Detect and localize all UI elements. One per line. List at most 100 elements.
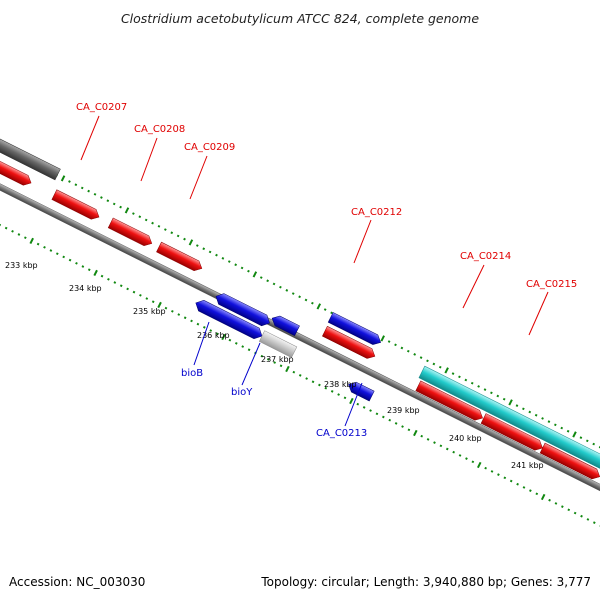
outer-minor-tick [413, 353, 417, 356]
outer-minor-tick [285, 289, 289, 292]
inner-minor-tick [241, 345, 245, 348]
inner-minor-tick [273, 361, 277, 364]
kbp-label-234: 234 kbp [69, 284, 102, 293]
outer-minor-tick [419, 356, 423, 359]
gene-label-ca-c0213[interactable]: CA_C0213 [316, 428, 367, 439]
inner-minor-tick [279, 364, 283, 368]
gene-label-ca-c0209[interactable]: CA_C0209 [184, 142, 235, 153]
inner-major-tick [157, 301, 162, 309]
inner-minor-tick [445, 447, 449, 451]
gene-label-bioy[interactable]: bioY [231, 387, 253, 398]
outer-minor-tick [585, 439, 589, 443]
outer-minor-tick [515, 404, 519, 407]
inner-minor-tick [573, 511, 577, 515]
inner-minor-tick [62, 255, 66, 259]
gene-bioy-shape [258, 330, 298, 358]
inner-minor-tick [324, 386, 328, 390]
outer-minor-tick [164, 228, 167, 231]
outer-minor-tick [458, 375, 461, 379]
outer-minor-tick [502, 397, 506, 401]
inner-minor-tick [388, 418, 392, 422]
genome-track [0, 134, 600, 528]
outer-minor-tick [119, 205, 122, 209]
outer-major-tick [380, 335, 385, 342]
inner-minor-tick [362, 406, 366, 409]
inner-minor-tick [81, 265, 85, 268]
outer-minor-tick [560, 426, 564, 430]
inner-major-tick [477, 461, 482, 469]
gene-ca-c0214-shape [415, 380, 483, 421]
inner-minor-tick [228, 338, 232, 342]
inner-minor-tick [43, 245, 46, 249]
inner-minor-tick [305, 377, 308, 380]
outer-minor-tick [534, 413, 538, 417]
outer-minor-tick [279, 285, 282, 289]
inner-minor-tick [202, 326, 206, 329]
gene-label-ca-c0208[interactable]: CA_C0208 [134, 124, 185, 135]
gene-biob-shape [195, 299, 263, 340]
outer-major-tick [316, 303, 322, 310]
inner-major-tick [540, 493, 546, 501]
outer-minor-tick [240, 266, 244, 270]
outer-minor-tick [247, 269, 250, 273]
inner-major-tick [29, 237, 34, 245]
inner-minor-tick [420, 434, 424, 438]
outer-major-tick [124, 207, 130, 214]
inner-minor-tick [17, 233, 21, 236]
inner-minor-tick [484, 466, 487, 470]
genome-title: Clostridium acetobutylicum ATCC 824, com… [121, 11, 479, 26]
outer-minor-tick [170, 231, 174, 235]
outer-minor-tick [522, 407, 525, 411]
inner-minor-tick [369, 409, 372, 412]
gene-ca-c0207-shape [51, 189, 100, 220]
genome-backbone [0, 167, 600, 512]
outer-major-tick [508, 399, 513, 406]
outer-major-tick [60, 175, 66, 182]
inner-minor-tick [503, 476, 507, 480]
inner-minor-tick [0, 223, 2, 227]
inner-minor-tick [151, 300, 155, 304]
outer-major-tick [572, 431, 577, 438]
forward-gene-partial-left [0, 157, 32, 186]
kbp-label-237: 237 kbp [261, 355, 294, 364]
kbp-label-238: 238 kbp [324, 380, 357, 389]
gene-ca-c0215-shape [480, 413, 543, 451]
kbp-label-239: 239 kbp [387, 406, 420, 415]
outer-minor-tick [541, 417, 544, 420]
gene-label-biob[interactable]: bioB [181, 368, 203, 379]
outer-minor-tick [483, 388, 487, 391]
leader-line-ca-c0209 [189, 155, 208, 200]
inner-minor-tick [266, 358, 270, 361]
forward-gene-partial-right [539, 442, 600, 480]
reverse-gene-small-shape [271, 315, 300, 336]
leader-line-ca-c0214 [462, 264, 485, 309]
outer-minor-tick [470, 381, 474, 385]
outer-minor-tick [202, 247, 206, 251]
outer-minor-tick [151, 221, 154, 225]
topology-text: Topology: circular; Length: 3,940,880 bp… [260, 575, 591, 589]
outer-minor-tick [132, 212, 135, 215]
inner-minor-tick [529, 489, 532, 492]
outer-minor-tick [272, 282, 276, 286]
inner-minor-tick [234, 342, 238, 345]
gene-label-ca-c0214[interactable]: CA_C0214 [460, 251, 511, 262]
outer-minor-tick [87, 189, 90, 193]
outer-minor-tick [227, 260, 231, 263]
inner-major-tick [221, 333, 226, 341]
gene-label-ca-c0212[interactable]: CA_C0212 [351, 207, 402, 218]
gene-label-ca-c0207[interactable]: CA_C0207 [76, 102, 127, 113]
inner-minor-tick [401, 425, 404, 428]
gene-ca-c0212-forward-shape [327, 312, 382, 345]
inner-minor-tick [586, 518, 590, 521]
outer-minor-tick [68, 180, 71, 183]
gene-label-ca-c0215[interactable]: CA_C0215 [526, 279, 577, 290]
leader-line-ca-c0207 [80, 115, 100, 161]
outer-minor-tick [266, 279, 269, 283]
inner-minor-tick [183, 316, 187, 320]
inner-minor-tick [330, 390, 334, 393]
outer-minor-tick [215, 253, 218, 257]
inner-minor-tick [426, 438, 430, 441]
outer-minor-tick [176, 234, 180, 238]
outer-minor-tick [451, 372, 455, 375]
